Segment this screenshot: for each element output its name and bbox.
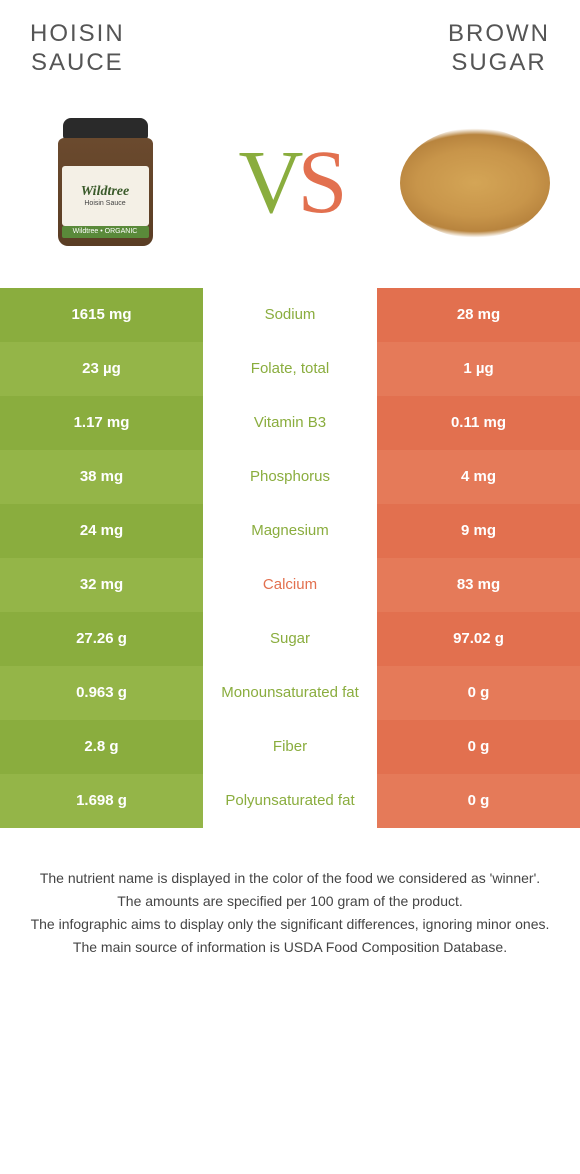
footer-notes: The nutrient name is displayed in the co…	[0, 828, 580, 958]
cell-left: 2.8 g	[0, 720, 203, 774]
cell-right: 9 mg	[377, 504, 580, 558]
cell-right: 83 mg	[377, 558, 580, 612]
cell-right: 0.11 mg	[377, 396, 580, 450]
cell-nutrient: Polyunsaturated fat	[203, 774, 377, 828]
cell-left: 1.698 g	[0, 774, 203, 828]
cell-nutrient: Sugar	[203, 612, 377, 666]
cell-nutrient: Vitamin B3	[203, 396, 377, 450]
cell-left: 27.26 g	[0, 612, 203, 666]
images-row: Wildtree Hoisin Sauce Wildtree • ORGANIC…	[0, 88, 580, 288]
cell-left: 24 mg	[0, 504, 203, 558]
cell-right: 0 g	[377, 666, 580, 720]
sugar-pile-icon	[400, 128, 550, 238]
cell-nutrient: Phosphorus	[203, 450, 377, 504]
cell-right: 28 mg	[377, 288, 580, 342]
brown-sugar-image	[400, 108, 550, 258]
cell-left: 38 mg	[0, 450, 203, 504]
cell-nutrient: Monounsaturated fat	[203, 666, 377, 720]
table-row: 2.8 gFiber0 g	[0, 720, 580, 774]
cell-nutrient: Folate, total	[203, 342, 377, 396]
cell-nutrient: Calcium	[203, 558, 377, 612]
cell-nutrient: Sodium	[203, 288, 377, 342]
cell-nutrient: Fiber	[203, 720, 377, 774]
footer-line: The amounts are specified per 100 gram o…	[24, 891, 556, 912]
cell-left: 1615 mg	[0, 288, 203, 342]
jar-icon: Wildtree Hoisin Sauce Wildtree • ORGANIC	[58, 118, 153, 248]
vs-v: V	[238, 133, 297, 232]
cell-right: 0 g	[377, 720, 580, 774]
cell-left: 1.17 mg	[0, 396, 203, 450]
cell-left: 23 µg	[0, 342, 203, 396]
table-row: 1.17 mgVitamin B30.11 mg	[0, 396, 580, 450]
nutrient-table: 1615 mgSodium28 mg23 µgFolate, total1 µg…	[0, 288, 580, 828]
cell-left: 32 mg	[0, 558, 203, 612]
jar-sub: Hoisin Sauce	[84, 200, 125, 207]
cell-right: 0 g	[377, 774, 580, 828]
jar-brand: Wildtree	[81, 184, 129, 200]
table-row: 23 µgFolate, total1 µg	[0, 342, 580, 396]
table-row: 0.963 gMonounsaturated fat0 g	[0, 666, 580, 720]
footer-line: The nutrient name is displayed in the co…	[24, 868, 556, 889]
footer-line: The main source of information is USDA F…	[24, 937, 556, 958]
table-row: 24 mgMagnesium9 mg	[0, 504, 580, 558]
table-row: 1.698 gPolyunsaturated fat0 g	[0, 774, 580, 828]
jar-band: Wildtree • ORGANIC	[62, 226, 149, 238]
cell-right: 1 µg	[377, 342, 580, 396]
table-row: 38 mgPhosphorus4 mg	[0, 450, 580, 504]
hoisin-image: Wildtree Hoisin Sauce Wildtree • ORGANIC	[30, 108, 180, 258]
table-row: 27.26 gSugar97.02 g	[0, 612, 580, 666]
cell-left: 0.963 g	[0, 666, 203, 720]
title-left: HOISIN SAUCE	[30, 20, 125, 78]
table-row: 32 mgCalcium83 mg	[0, 558, 580, 612]
title-right: BROWN SUGAR	[448, 20, 550, 78]
vs-label: VS	[238, 138, 341, 228]
cell-right: 97.02 g	[377, 612, 580, 666]
cell-right: 4 mg	[377, 450, 580, 504]
footer-line: The infographic aims to display only the…	[24, 914, 556, 935]
table-row: 1615 mgSodium28 mg	[0, 288, 580, 342]
header: HOISIN SAUCE BROWN SUGAR	[0, 0, 580, 88]
cell-nutrient: Magnesium	[203, 504, 377, 558]
vs-s: S	[297, 133, 341, 232]
